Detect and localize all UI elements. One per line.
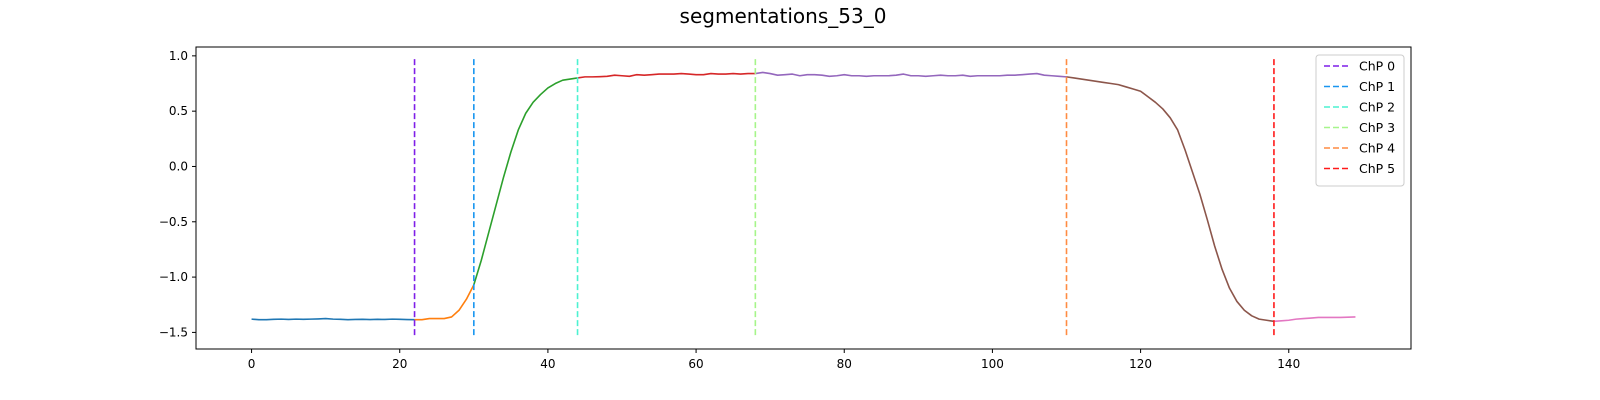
legend-label-3: ChP 3 [1359,120,1395,135]
x-tick-label: 140 [1277,357,1300,371]
series-segment-2 [473,77,578,286]
x-tick-label: 20 [392,357,407,371]
x-tick-label: 60 [688,357,703,371]
legend-box [1315,54,1405,187]
series-segment-6 [1273,316,1356,323]
series-segment-0 [251,317,415,321]
legend-label-5: ChP 5 [1359,161,1395,176]
x-tick-label: 80 [837,357,852,371]
legend-label-0: ChP 0 [1359,59,1395,74]
legend-label-4: ChP 4 [1359,141,1395,156]
series-segment-5 [1066,76,1275,323]
x-tick-label: 0 [248,357,256,371]
y-tick-label: −1.0 [159,270,188,284]
chart-title: segmentations_53_0 [680,4,887,28]
axes: 0 20 40 60 80 100 120 140 1.0 0.5 0.0 −0.5 −1.0 −1.5 [159,46,1412,371]
plot-frame [195,46,1412,350]
legend-label-1: ChP 1 [1359,79,1395,94]
legend: ChP 0 ChP 1 ChP 2 ChP 3 ChP 4 ChP 5 [1315,54,1405,187]
x-tick-label: 100 [981,357,1004,371]
y-tick-label: 0.0 [169,159,188,173]
series-segment-4 [755,71,1067,78]
y-tick-label: −0.5 [159,215,188,229]
y-tick-label: 1.0 [169,49,188,63]
series-segment-3 [577,72,756,79]
x-tick-label: 120 [1129,357,1152,371]
y-tick-label: 0.5 [169,104,188,118]
legend-label-2: ChP 2 [1359,100,1395,115]
y-tick-label: −1.5 [159,325,188,339]
plot-area [251,59,1356,336]
series-segment-1 [414,284,475,321]
x-tick-label: 40 [540,357,555,371]
